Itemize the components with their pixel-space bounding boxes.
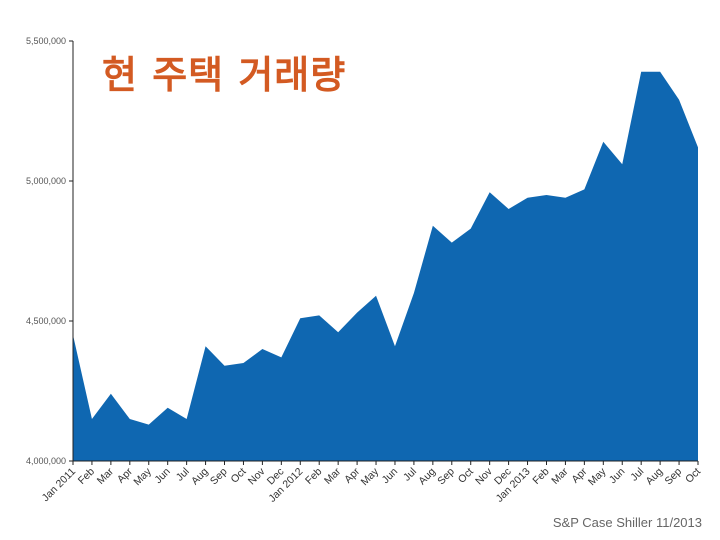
x-tick-label: Feb bbox=[303, 466, 324, 487]
x-tick-label: Mar bbox=[549, 465, 571, 487]
axes bbox=[72, 41, 698, 462]
x-tick-label: May bbox=[586, 465, 609, 488]
x-tick-label: May bbox=[131, 465, 154, 488]
x-tick-label: Jun bbox=[380, 466, 401, 487]
x-tick-label: Oct bbox=[683, 466, 703, 486]
x-tick-label: Sep bbox=[662, 466, 684, 488]
x-tick-label: Jul bbox=[628, 466, 646, 484]
x-tick-label: Jun bbox=[152, 466, 173, 487]
y-axis-ticks: 4,000,000 4,500,000 5,000,000 5,500,000 bbox=[26, 36, 73, 466]
y-tick-label: 5,500,000 bbox=[26, 36, 66, 46]
x-tick-label: Apr bbox=[115, 465, 135, 485]
series-area bbox=[73, 71, 698, 462]
area-layer bbox=[73, 71, 698, 462]
x-tick-label: Mar bbox=[322, 465, 344, 487]
y-tick-label: 4,500,000 bbox=[26, 316, 66, 326]
x-tick-label: Jul bbox=[174, 466, 192, 484]
x-tick-label: Feb bbox=[76, 466, 97, 487]
x-tick-label: Jun bbox=[607, 466, 628, 487]
x-tick-label: May bbox=[359, 465, 382, 488]
x-tick-label: Apr bbox=[342, 465, 362, 485]
x-tick-label: Oct bbox=[456, 466, 476, 486]
x-tick-label: Aug bbox=[644, 466, 666, 488]
x-tick-label: Sep bbox=[435, 466, 457, 488]
x-tick-label: Oct bbox=[229, 466, 249, 486]
x-tick-label: Apr bbox=[569, 465, 589, 485]
x-tick-label: Nov bbox=[246, 465, 268, 487]
x-tick-label: Jul bbox=[401, 466, 419, 484]
source-label: S&P Case Shiller 11/2013 bbox=[552, 515, 702, 530]
x-tick-label: Aug bbox=[416, 466, 438, 488]
x-tick-label: Mar bbox=[95, 465, 117, 487]
x-tick-label: Jan 2011 bbox=[40, 466, 79, 505]
x-tick-label: Feb bbox=[530, 466, 551, 487]
x-tick-label: Nov bbox=[473, 465, 495, 487]
y-tick-label: 5,000,000 bbox=[26, 176, 66, 186]
x-tick-label: Sep bbox=[208, 466, 230, 488]
x-tick-label: Aug bbox=[189, 466, 211, 488]
y-tick-label: 4,000,000 bbox=[26, 456, 66, 466]
chart-title: 현 주택 거래량 bbox=[102, 53, 347, 97]
